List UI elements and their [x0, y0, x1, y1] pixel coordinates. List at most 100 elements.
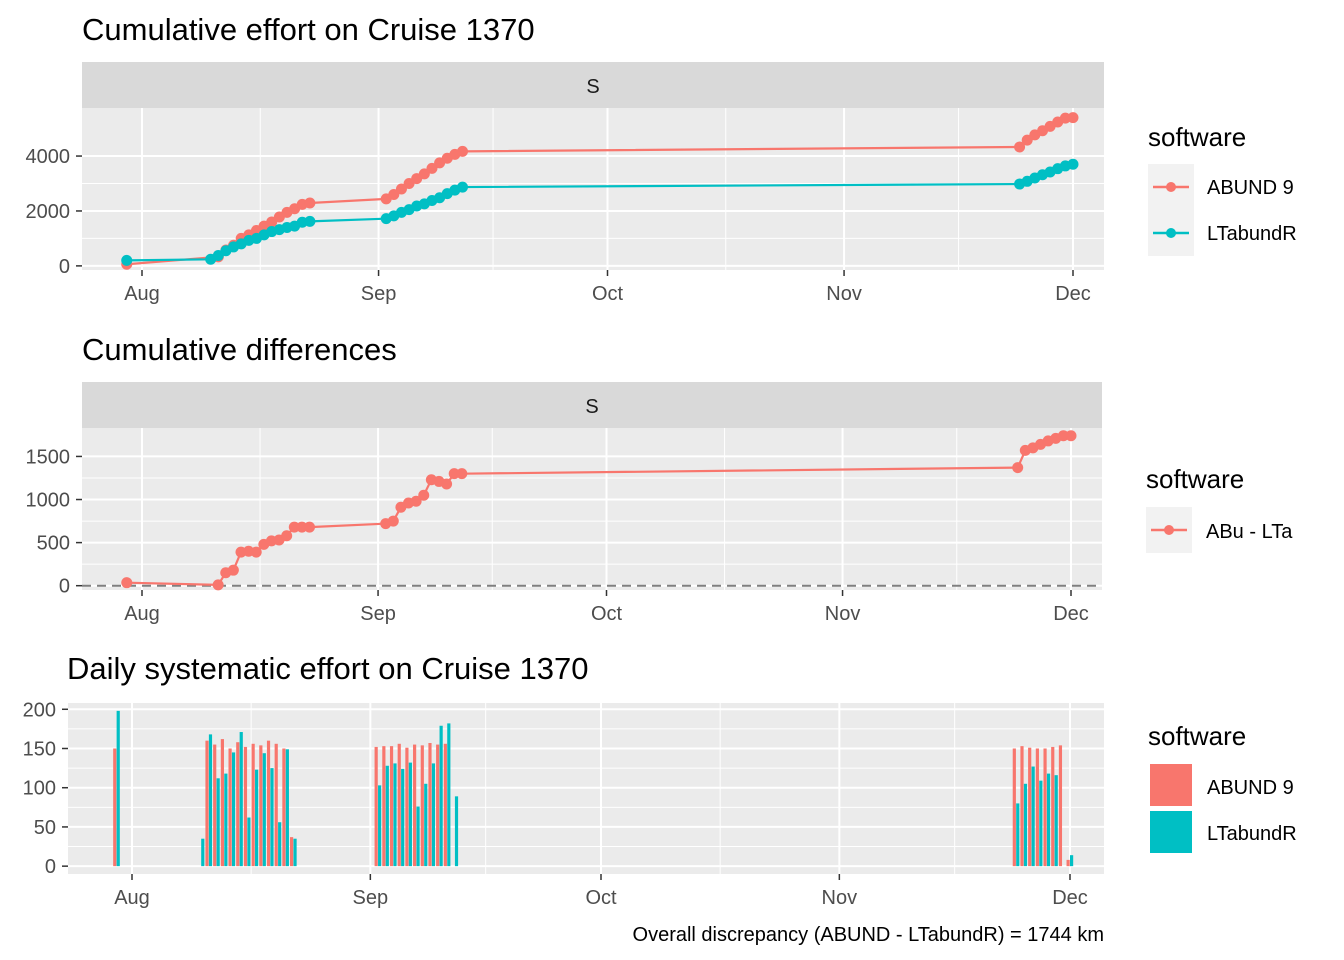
bar-ltabundr — [439, 725, 443, 867]
y-tick-label: 1500 — [26, 446, 71, 468]
data-point — [1067, 158, 1079, 170]
data-point — [388, 188, 400, 200]
bar-abund-9 — [289, 837, 294, 867]
y-axis: 0 50 100 150 200 — [23, 699, 68, 878]
legend-key-bg — [1148, 164, 1194, 256]
y-tick-label: 0 — [45, 856, 56, 878]
bar-abund-9 — [1043, 748, 1047, 867]
legend-key-abund-fill — [1150, 764, 1192, 806]
x-tick-label: Aug — [114, 887, 150, 909]
data-point — [457, 181, 469, 193]
bar-ltabundr — [447, 723, 451, 867]
y-axis: 0 500 1000 1500 — [26, 446, 82, 598]
x-tick-label: Nov — [825, 603, 861, 625]
y-tick-label: 150 — [23, 738, 56, 760]
legend-top: software ABUND 9 LTabundR — [1148, 122, 1297, 256]
bar-ltabundr — [262, 753, 266, 867]
bar-abund-9 — [436, 744, 440, 867]
x-tick-label: Aug — [124, 283, 160, 305]
bar-ltabundr — [1046, 773, 1051, 867]
legend-title: software — [1146, 464, 1244, 494]
chart-title-daily-effort: Daily systematic effort on Cruise 1370 — [67, 651, 589, 686]
bar-ltabundr — [1031, 766, 1035, 867]
facet-strip — [82, 382, 1102, 428]
bar-abund-9 — [443, 743, 447, 867]
data-point — [296, 521, 308, 533]
x-tick-label: Sep — [353, 887, 389, 909]
bar-ltabundr — [393, 763, 397, 867]
x-tick-label: Dec — [1052, 887, 1088, 909]
bar-abund-9 — [405, 747, 409, 867]
x-axis: Aug Sep Oct Nov Dec — [114, 874, 1088, 909]
bar-ltabundr — [408, 762, 412, 867]
facet-strip-label: S — [586, 76, 599, 98]
facet-strip-label: S — [585, 396, 598, 418]
bar-ltabundr — [1039, 780, 1043, 867]
legend-label-diff: ABu - LTa — [1206, 521, 1293, 543]
data-point — [1012, 462, 1024, 474]
x-tick-label: Sep — [360, 603, 396, 625]
bar-ltabundr — [1023, 783, 1028, 867]
bar-abund-9 — [1020, 746, 1024, 867]
bar-abund-9 — [259, 745, 263, 867]
x-tick-label: Nov — [822, 887, 858, 909]
x-tick-label: Sep — [361, 283, 397, 305]
legend-key-ltabundr-point — [1166, 228, 1176, 238]
legend-bottom: software ABUND 9 LTabundR — [1148, 721, 1297, 853]
y-tick-label: 50 — [34, 817, 56, 839]
bar-abund-9 — [1051, 746, 1055, 867]
bar-abund-9 — [228, 748, 232, 867]
bar-abund-9 — [389, 746, 394, 867]
legend-middle: software ABu - LTa — [1146, 464, 1293, 553]
data-point — [457, 145, 469, 157]
x-axis: Aug Sep Oct Nov Dec — [124, 590, 1089, 625]
bar-abund-9 — [243, 746, 248, 867]
data-point — [121, 254, 133, 266]
plot-panel — [82, 428, 1102, 590]
legend-title: software — [1148, 122, 1246, 152]
chart-title-cumulative-effort: Cumulative effort on Cruise 1370 — [82, 12, 535, 47]
data-point — [395, 183, 407, 195]
legend-label-abund: ABUND 9 — [1207, 777, 1294, 799]
bar-ltabundr — [1054, 775, 1058, 867]
bar-ltabundr — [116, 710, 120, 867]
bar-ltabundr — [454, 796, 459, 867]
data-point — [418, 168, 430, 180]
bar-abund-9 — [1058, 745, 1063, 867]
y-tick-label: 500 — [37, 533, 70, 555]
x-tick-label: Aug — [124, 603, 160, 625]
legend-label-ltabundr: LTabundR — [1207, 823, 1297, 845]
bar-ltabundr — [1016, 803, 1020, 867]
data-point — [288, 521, 300, 533]
bar-ltabundr — [231, 752, 236, 867]
y-tick-label: 200 — [23, 699, 56, 721]
bar-abund-9 — [113, 748, 117, 867]
data-point — [448, 468, 460, 480]
bar-abund-9 — [282, 748, 286, 867]
bar-ltabundr — [293, 838, 297, 867]
data-point — [387, 515, 399, 527]
bar-abund-9 — [1012, 748, 1016, 867]
bar-abund-9 — [1066, 859, 1070, 867]
y-tick-label: 2000 — [26, 201, 71, 223]
data-point — [1065, 430, 1077, 442]
bar-abund-9 — [1028, 747, 1032, 867]
bar-abund-9 — [413, 744, 417, 867]
bar-abund-9 — [428, 743, 432, 867]
y-tick-label: 0 — [59, 576, 70, 598]
bar-ltabundr — [278, 822, 282, 867]
data-point — [121, 577, 133, 589]
bar-abund-9 — [274, 743, 278, 867]
x-tick-label: Nov — [826, 283, 862, 305]
bar-ltabundr — [208, 734, 213, 867]
data-point — [410, 495, 422, 507]
legend-title: software — [1148, 721, 1246, 751]
x-tick-label: Oct — [585, 887, 617, 909]
x-tick-label: Dec — [1053, 603, 1089, 625]
bar-abund-9 — [236, 742, 240, 867]
data-point — [304, 521, 316, 533]
bar-ltabundr — [270, 768, 274, 867]
bar-ltabundr — [424, 783, 428, 867]
data-point — [441, 478, 453, 490]
